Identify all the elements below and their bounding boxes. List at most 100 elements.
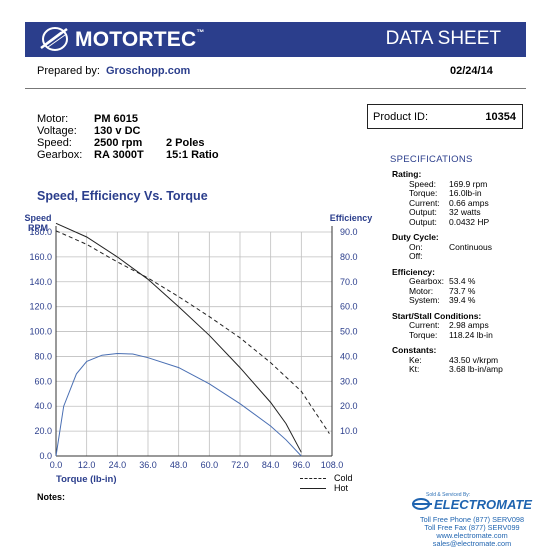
y-left-axis-title: RPM [28, 223, 48, 233]
solid-line-icon [300, 488, 326, 490]
x-tick-label: 48.0 [170, 460, 188, 470]
x-axis-title: Torque (lb-in) [56, 474, 117, 485]
y-left-tick-label: 140.0 [29, 277, 52, 287]
email-link[interactable]: sales@electromate.com [432, 539, 512, 548]
y-right-axis-title: Efficiency [330, 213, 373, 223]
spec-row: Output: 32 watts [392, 207, 503, 218]
efficiency-series-line [55, 352, 302, 457]
spec-section: Duty Cycle: On: Continuous Off: [392, 232, 503, 262]
x-tick-label: 12.0 [78, 460, 96, 470]
spec-value: Continuous [449, 241, 493, 252]
y-right-tick-label: 10.0 [340, 426, 358, 436]
sheet-title: DATA SHEET [385, 28, 501, 49]
spec-section: Constants: Ke: 43.50 v/krpm Kt: 3.68 lb-in/a… [392, 345, 503, 375]
y-left-tick-label: 0.0 [39, 451, 52, 461]
spec-value: 16.0lb-in [449, 188, 482, 198]
x-tick-label: 24.0 [109, 460, 127, 470]
spec-heading: Duty Cycle: [392, 232, 439, 242]
phone-line: Toll Free Phone (877) SERV098 [419, 515, 525, 524]
y-left-tick-label: 180.0 [29, 227, 52, 237]
motortec-logo-icon [40, 27, 68, 51]
motor-row: Voltage: 130 v DC [37, 125, 141, 137]
spec-key: Output: [409, 207, 437, 217]
spec-row: System: 39.4 % [392, 295, 503, 306]
header-banner: MOTORTEC™ DATA SHEET [25, 22, 526, 57]
prepared-by-link[interactable]: Groschopp.com [105, 65, 191, 77]
spec-key: Torque: [409, 188, 438, 198]
spec-value: 53.4 % [449, 276, 476, 286]
legend-cold: Cold [300, 473, 353, 483]
spec-key: Speed: [409, 178, 436, 189]
y-left-tick-label: 160.0 [29, 252, 52, 262]
specifications-list: Rating: Speed: 169.9 rpm Torque: 16.0lb-in Cu… [392, 169, 503, 381]
spec-section: Start/Stall Conditions: Current: 2.98 amps… [392, 310, 503, 341]
product-id-label: Product ID: [373, 111, 429, 123]
x-tick-label: 0.0 [50, 460, 63, 470]
y-left-tick-label: 40.0 [34, 401, 52, 411]
spec-section: Efficiency: Gearbox: 53.4 % Motor: 73.7 % Sys… [392, 266, 503, 306]
spec-value: 0.66 amps [449, 197, 489, 208]
y-left-tick-label: 80.0 [34, 351, 52, 361]
y-right-tick-label: 20.0 [340, 401, 358, 411]
x-tick-label: 60.0 [201, 460, 219, 470]
spec-row: Gearbox: 53.4 % [392, 276, 503, 287]
motor-row: Speed: 2500 rpm 2 Poles [37, 137, 205, 149]
cold-speed-series-line [55, 230, 330, 434]
spec-row: Kt: 3.68 lb-in/amp [392, 364, 503, 375]
spec-key: Off: [409, 251, 423, 261]
spec-value: 32 watts [449, 207, 481, 217]
legend-hot: Hot [300, 483, 348, 493]
x-tick-label: 72.0 [231, 460, 249, 470]
spec-value: 0.0432 HP [449, 216, 490, 227]
electromate-mark-icon [412, 498, 432, 510]
motor-info-table: Motor: PM 6015 Voltage: 130 v DC Speed: … [37, 113, 219, 161]
y-left-tick-label: 60.0 [34, 376, 52, 386]
y-right-tick-label: 60.0 [340, 302, 358, 312]
specifications-title: SPECIFICATIONS [390, 154, 473, 165]
y-left-tick-label: 20.0 [34, 426, 52, 436]
spec-row: Torque: 16.0lb-in [392, 188, 503, 199]
electromate-name: ELECTROMATE [434, 497, 532, 512]
spec-heading: Start/Stall Conditions: [392, 310, 482, 321]
dashed-line-icon [300, 478, 326, 480]
sheet-date: 02/24/14 [450, 65, 493, 77]
x-tick-label: 84.0 [262, 460, 280, 470]
x-tick-label: 36.0 [139, 460, 157, 470]
electromate-contact: Toll Free Phone (877) SERV098 Toll Free … [405, 516, 539, 548]
spec-row: Output: 0.0432 HP [392, 216, 503, 228]
x-tick-label: 96.0 [293, 460, 311, 470]
hot-speed-series-line [55, 222, 302, 453]
spec-row: Torque: 118.24 lb-in [392, 329, 503, 341]
spec-row: Speed: 169.9 rpm [392, 178, 503, 190]
spec-key: Motor: [409, 285, 434, 296]
prepared-by: Prepared by: Groschopp.com [37, 65, 190, 77]
spec-key: Ke: [409, 354, 422, 365]
spec-value: 43.50 v/krpm [449, 354, 499, 365]
y-right-tick-label: 70.0 [340, 277, 358, 287]
x-tick-label: 108.0 [321, 460, 344, 470]
spec-row: Ke: 43.50 v/krpm [392, 354, 503, 366]
spec-section: Rating: Speed: 169.9 rpm Torque: 16.0lb-in Cu… [392, 169, 503, 228]
spec-row: Motor: 73.7 % [392, 285, 503, 297]
spec-key: Output: [409, 216, 437, 227]
spec-key: Current: [409, 197, 440, 208]
spec-value: 2.98 amps [449, 320, 489, 330]
brand-name: MOTORTEC™ [75, 28, 205, 51]
motor-row: Motor: PM 6015 [37, 113, 139, 125]
spec-row: Current: 0.66 amps [392, 197, 503, 209]
sold-by-text: Sold & Serviced By: [426, 492, 471, 498]
y-right-tick-label: 50.0 [340, 327, 358, 337]
product-id-box: Product ID: 10354 [367, 104, 523, 129]
notes-label: Notes: [37, 492, 66, 502]
spec-value: 73.7 % [449, 285, 476, 296]
spec-heading: Constants: [392, 345, 437, 355]
spec-key: Kt: [409, 364, 420, 374]
spec-heading: Efficiency: [392, 266, 435, 277]
spec-row: Current: 2.98 amps [392, 320, 503, 331]
spec-value: 39.4 % [449, 295, 476, 305]
website-link[interactable]: www.electromate.com [436, 531, 508, 540]
spec-key: Torque: [409, 329, 438, 340]
chart-title: Speed, Efficiency Vs. Torque [37, 189, 208, 203]
spec-value: 169.9 rpm [449, 178, 488, 189]
